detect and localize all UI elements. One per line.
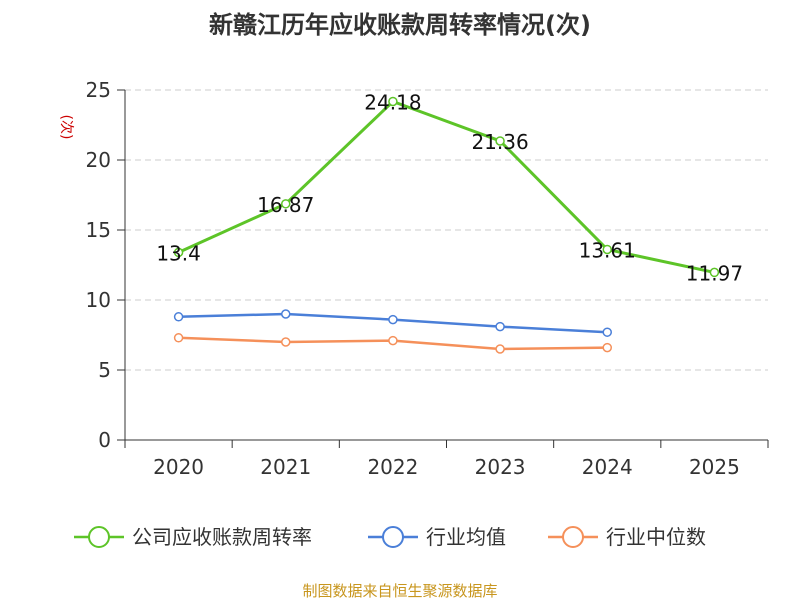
y-tick-label: 15: [86, 218, 111, 242]
data-point: [602, 327, 612, 337]
legend-item: 公司应收账款周转率: [74, 525, 312, 549]
legend-label: 公司应收账款周转率: [132, 525, 312, 549]
series-line-0: [177, 99, 715, 274]
data-label: 13.61: [579, 238, 636, 262]
legend: 公司应收账款周转率 行业均值 行业中位数: [74, 525, 706, 549]
data-labels: 13.4 16.87 24.18 21.36 13.61 11.97: [156, 90, 743, 285]
data-point: [388, 314, 398, 325]
data-point: [709, 267, 720, 278]
data-point: [602, 342, 612, 353]
data-point: [388, 96, 398, 107]
y-tick-label: 0: [98, 428, 111, 452]
legend-label: 行业中位数: [606, 525, 706, 549]
chart-title: 新赣江历年应收账款周转率情况(次): [209, 11, 591, 39]
legend-item: 行业中位数: [548, 525, 706, 549]
y-tick-label: 25: [86, 78, 111, 102]
legend-item: 行业均值: [368, 525, 506, 549]
legend-swatch-marker: [88, 526, 110, 548]
legend-swatch-marker: [562, 526, 584, 548]
source-note: 制图数据来自恒生聚源数据库: [302, 582, 497, 600]
x-tick-label: 2022: [367, 455, 418, 479]
data-point: [495, 321, 505, 332]
data-point: [173, 247, 184, 258]
x-tick-label: 2021: [260, 455, 311, 479]
legend-label: 行业均值: [426, 525, 506, 549]
y-tick-label: 20: [86, 148, 111, 172]
x-tick-label: 2024: [582, 455, 633, 479]
grid-lines: [125, 89, 768, 371]
data-label: 11.97: [686, 261, 743, 285]
series-lines: [173, 96, 720, 354]
data-label: 24.18: [364, 90, 421, 114]
data-point: [281, 309, 291, 319]
y-axis-unit: (次): [58, 115, 74, 140]
data-point: [173, 312, 184, 322]
data-point: [173, 333, 184, 343]
y-tick-label: 5: [98, 358, 111, 382]
y-tick-label: 10: [86, 288, 111, 312]
x-tick-label: 2020: [153, 455, 204, 479]
data-label: 16.87: [257, 193, 314, 217]
x-tick-label: 2025: [689, 455, 740, 479]
x-tick-label: 2023: [475, 455, 526, 479]
data-point: [495, 344, 505, 354]
legend-swatch-marker: [382, 526, 404, 548]
data-point: [602, 244, 612, 255]
data-point: [495, 136, 505, 146]
data-label: 13.4: [156, 241, 201, 265]
data-point: [281, 337, 291, 347]
data-point: [388, 335, 398, 346]
data-point: [281, 199, 291, 209]
data-label: 21.36: [471, 130, 528, 154]
